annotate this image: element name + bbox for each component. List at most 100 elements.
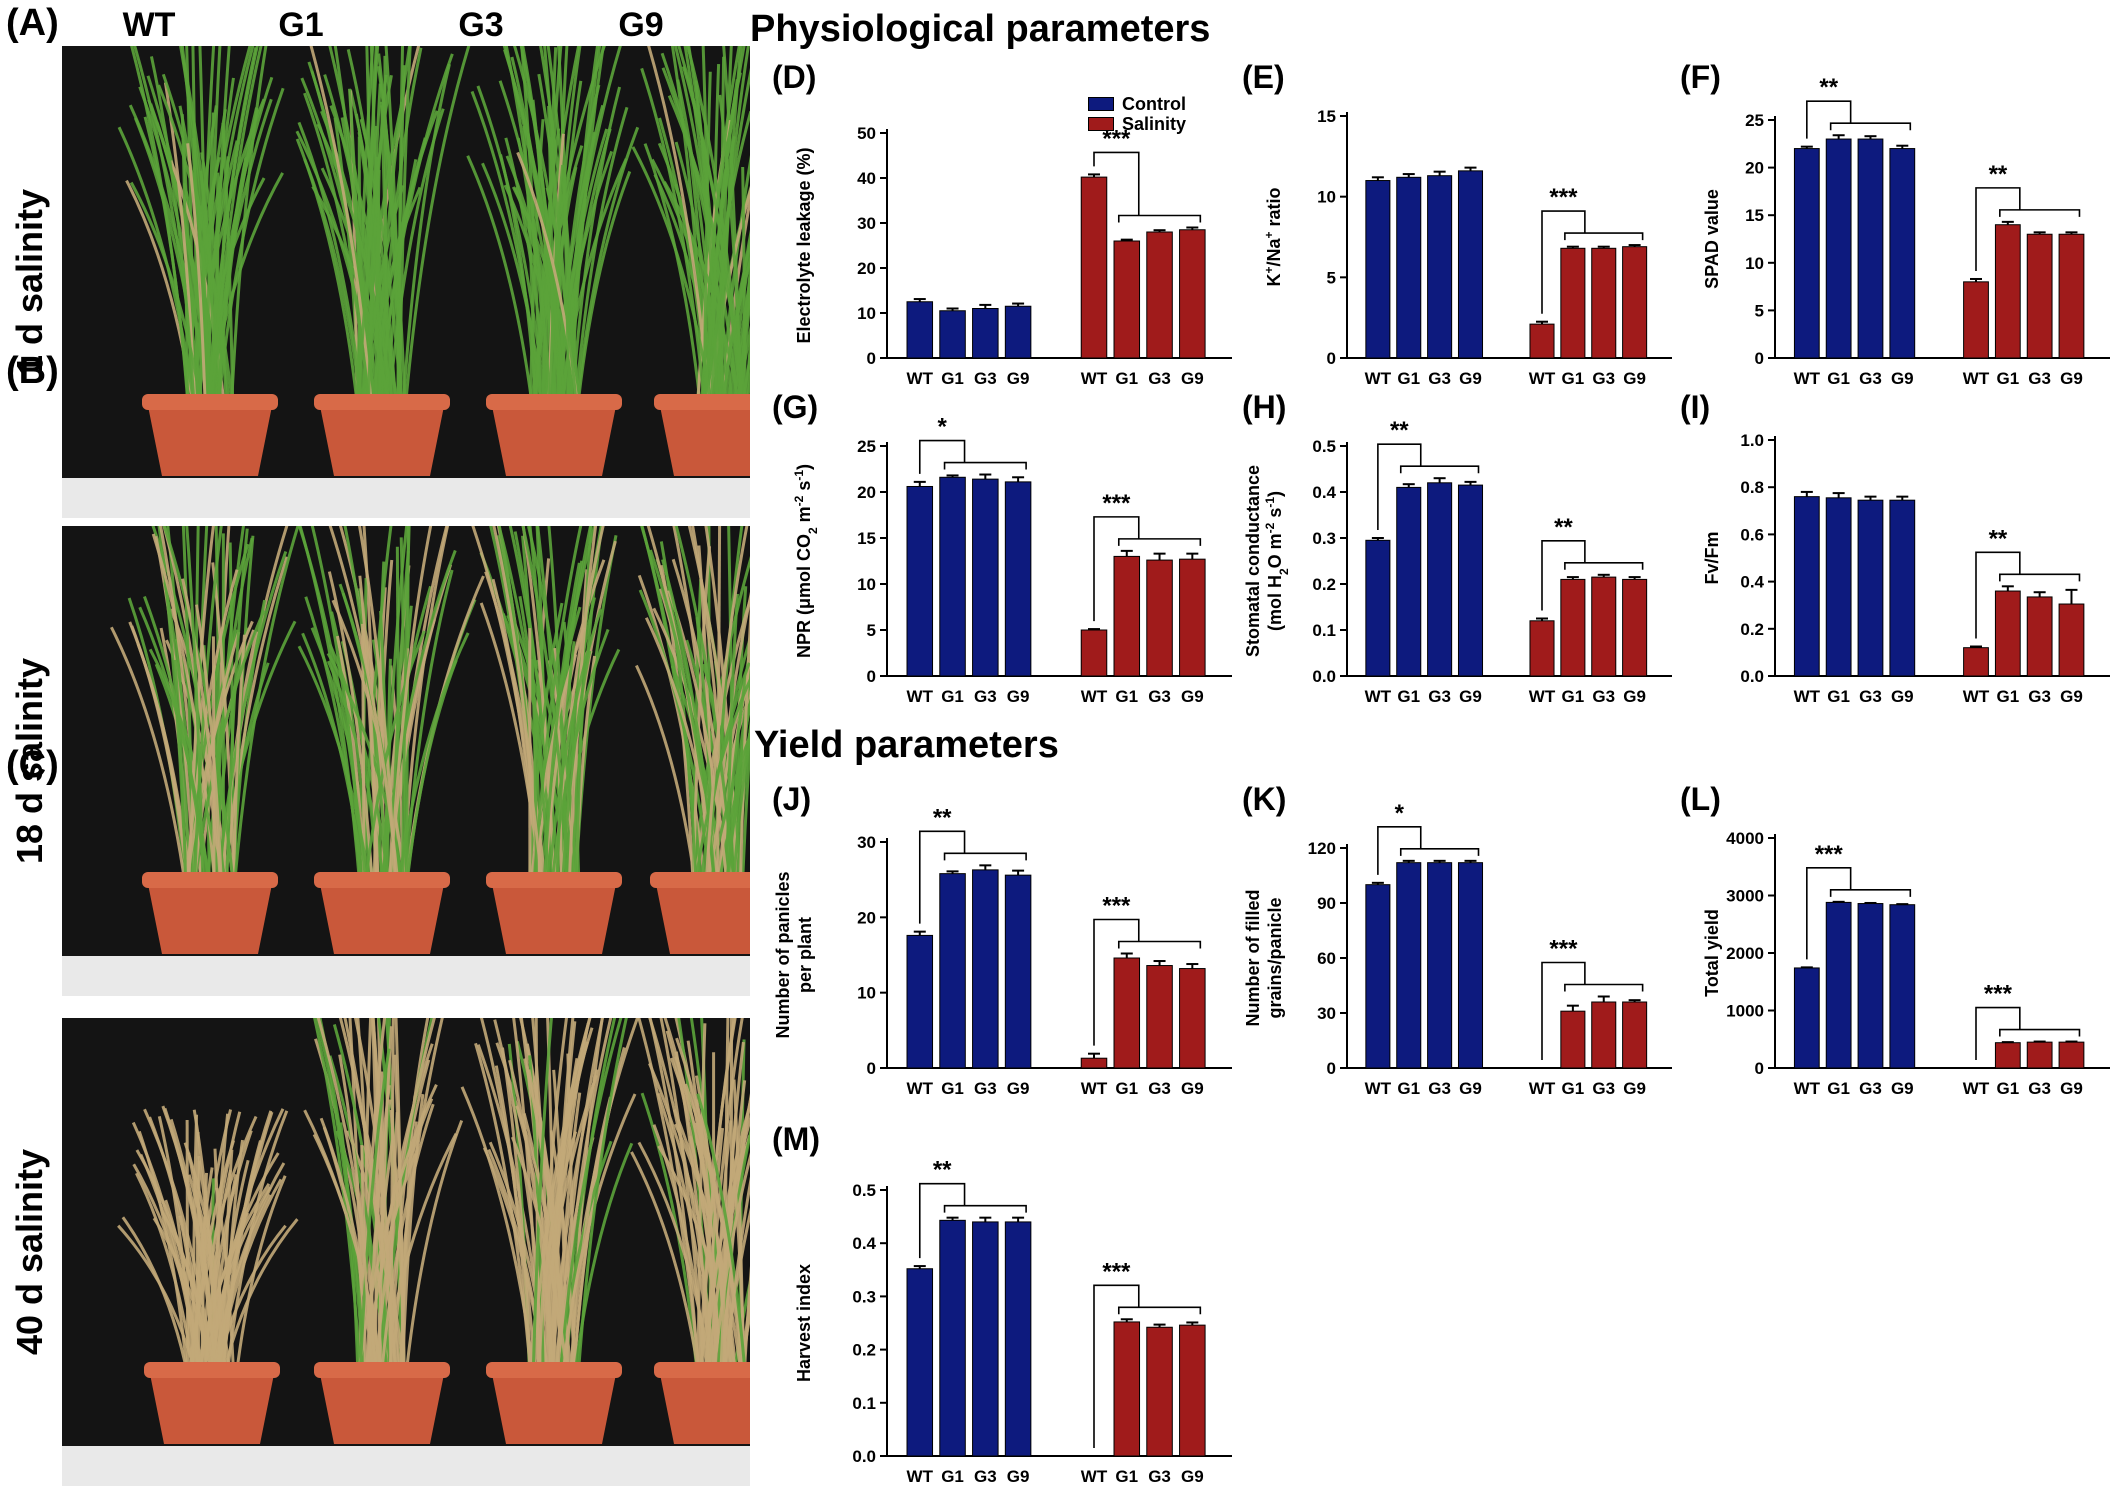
x-tick-label: G3 — [1428, 1079, 1451, 1098]
leaf-blade — [221, 1140, 262, 1377]
x-tick-label: WT — [1963, 1079, 1990, 1098]
x-tick-label: G9 — [1459, 1079, 1482, 1098]
plant — [110, 526, 300, 887]
x-tick-label: G9 — [1007, 1079, 1030, 1098]
significance-bracket — [1975, 551, 2021, 639]
leaf-blade — [652, 1124, 710, 1377]
y-tick-label: 0.5 — [852, 1181, 876, 1200]
pot — [660, 406, 750, 476]
leaf-blade — [319, 1117, 379, 1377]
significance-stars: *** — [1102, 892, 1131, 919]
pot-rim — [486, 872, 622, 888]
leaf-blade — [213, 1224, 287, 1377]
y-tick-label: 0.2 — [1312, 575, 1336, 594]
bar-control-g1 — [1825, 901, 1852, 1069]
chart-harvest-index: (M) 0.0 0.1 0.2 0.3 0.4 0.5 Harvest index WT G1 G3… — [772, 1121, 1232, 1486]
y-axis-label: Fv/Fm — [1702, 531, 1722, 584]
chart-spad-value: (F) 0 5 10 15 20 25 SPAD value WT G1 G3 G9 WT G1 G3 G9 *… — [1680, 59, 2110, 388]
x-tick-label: G9 — [1459, 369, 1482, 388]
bar-control-g9 — [1889, 499, 1916, 677]
y-axis-label: Number of panicles per plant — [773, 871, 815, 1038]
leaf-blade — [573, 106, 629, 409]
leaf-blade — [637, 1018, 701, 1377]
significance-stars: *** — [1102, 490, 1131, 517]
significance-bracket — [1541, 210, 1586, 314]
y-tick-label: 25 — [857, 437, 876, 456]
x-tick-label: G1 — [941, 687, 964, 706]
y-axis-label: NPR (μmol CO2 m-2 s-1) — [792, 464, 820, 658]
leaf-blade — [401, 63, 451, 409]
leaf-blade — [390, 1018, 444, 1377]
y-tick-label: 0.4 — [852, 1234, 876, 1253]
x-tick-label: G3 — [974, 1467, 997, 1486]
pot-rim — [314, 872, 450, 888]
significance-bracket — [1117, 1306, 1202, 1315]
significance-stars: *** — [1549, 936, 1578, 963]
panel-letter-f: (F) — [1680, 59, 1721, 95]
plant — [471, 526, 621, 887]
leaf-blade — [521, 526, 556, 887]
leaf-blade — [356, 74, 393, 409]
pot — [148, 406, 272, 476]
bar-salinity-g1 — [1113, 957, 1141, 1069]
y-axis-label: Electrolyte leakage (%) — [794, 147, 814, 343]
plant — [466, 46, 640, 409]
bar-control-g3 — [1427, 862, 1453, 1069]
y-axis-label: K+/Na+ ratio — [1262, 187, 1284, 286]
bar-salinity-wt — [1963, 281, 1989, 359]
bar-control-g3 — [972, 308, 999, 359]
chart-k-na-ratio: (E) 0 5 10 15 K+/Na+ ratio WT G1 G3 G9 WT G1 G3 G9 *** — [1242, 59, 1672, 388]
legend-swatch-salinity — [1088, 117, 1114, 131]
leaf-blade — [576, 170, 632, 409]
y-tick-label: 1.0 — [1740, 431, 1764, 450]
chart-stomatal-conductance: (H) 0.0 0.1 0.2 0.3 0.4 0.5 Stomatal conductanc… — [1242, 389, 1672, 706]
leaf-blade — [328, 526, 400, 887]
pot-rim — [654, 1362, 750, 1378]
significance-bracket — [1999, 1028, 2081, 1037]
pot — [320, 406, 444, 476]
bar-control-g1 — [1396, 862, 1422, 1069]
plant — [460, 1018, 640, 1377]
x-tick-label: G1 — [1827, 687, 1850, 706]
leaf-blade — [731, 721, 750, 887]
x-tick-label: G3 — [1428, 369, 1451, 388]
significance-stars: * — [1395, 800, 1405, 827]
panel-letter-a: (A) — [6, 2, 59, 44]
legend-swatch-control — [1088, 97, 1114, 111]
leaf-blade — [191, 1114, 199, 1377]
significance-bracket — [1806, 867, 1852, 960]
leaf-blade — [221, 1218, 299, 1377]
pot — [320, 884, 444, 954]
x-tick-label: G9 — [1007, 1467, 1030, 1486]
leaf-blade — [732, 272, 750, 409]
bar-control-wt — [906, 485, 934, 677]
y-tick-label: 40 — [857, 169, 876, 188]
x-tick-label: WT — [1794, 687, 1821, 706]
leaf-blade — [640, 67, 707, 409]
bar-control-g1 — [1396, 486, 1422, 677]
leaf-blade — [702, 71, 712, 409]
x-tick-label: G9 — [1891, 1079, 1914, 1098]
leaf-blade — [686, 46, 744, 409]
y-axis-label: Harvest index — [794, 1264, 814, 1382]
pot — [320, 1374, 444, 1444]
leaf-blade — [338, 1018, 398, 1377]
panel-letter-h: (H) — [1242, 389, 1286, 425]
bar-control-g9 — [1889, 148, 1916, 359]
x-tick-label: WT — [1365, 1079, 1392, 1098]
leaf-blade — [189, 46, 252, 409]
y-tick-label: 0 — [1327, 1059, 1336, 1078]
bar-salinity-g9 — [1179, 229, 1206, 359]
leaf-blade — [696, 1023, 707, 1377]
x-tick-label: G1 — [1397, 369, 1420, 388]
x-tick-label: G9 — [2060, 1079, 2083, 1098]
significance-bracket — [1377, 443, 1422, 530]
bar-control-g9 — [1004, 305, 1032, 359]
y-tick-label: 0 — [1755, 349, 1764, 368]
significance-stars: *** — [1549, 184, 1578, 211]
significance-bracket — [1541, 961, 1586, 1060]
photo-header-g3: G3 — [458, 6, 504, 44]
x-tick-label: G9 — [1007, 369, 1030, 388]
leaf-blade — [532, 526, 583, 887]
